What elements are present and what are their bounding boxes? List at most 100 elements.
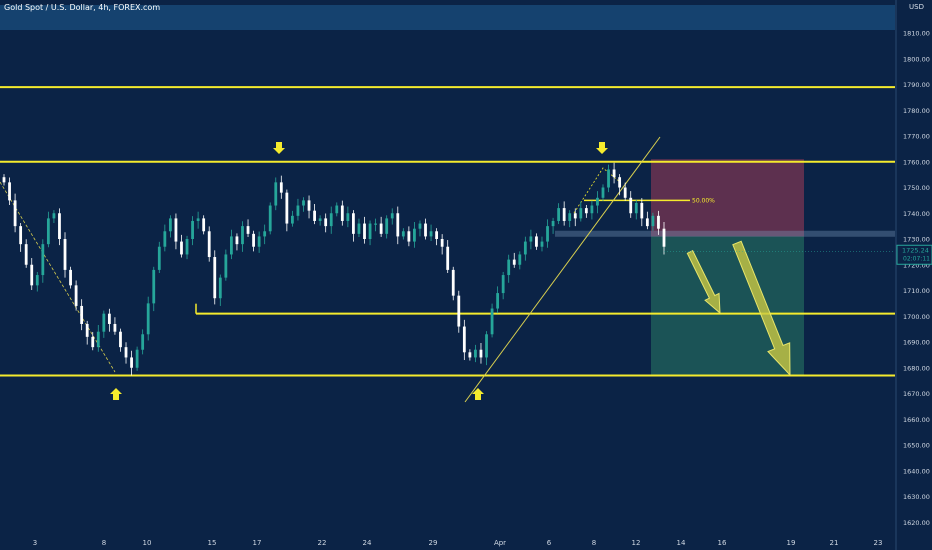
candle-body — [424, 223, 427, 237]
candle-body — [596, 197, 599, 206]
x-tick-label: 29 — [429, 539, 438, 547]
candle-body — [30, 264, 34, 286]
candle-body — [529, 236, 533, 242]
candle-body — [329, 213, 333, 227]
candle-body — [41, 244, 45, 276]
candle-body — [313, 210, 316, 221]
candle-body — [612, 169, 616, 178]
candle-body — [557, 208, 561, 221]
y-tick-label: 1790.00 — [903, 81, 930, 89]
y-tick-label: 1700.00 — [903, 313, 930, 321]
candle-body — [374, 223, 377, 225]
candle-body — [451, 269, 455, 296]
candle-body — [346, 213, 350, 221]
candle-body — [202, 218, 206, 232]
x-tick-label: Apr — [494, 539, 506, 547]
candle-body — [413, 228, 416, 242]
x-tick-label: 8 — [592, 539, 596, 547]
candle-body — [80, 305, 84, 324]
candle-body — [662, 228, 666, 247]
candle-body — [457, 295, 461, 327]
candle-body — [180, 241, 183, 255]
candle-body — [657, 215, 660, 229]
y-tick-label: 1690.00 — [903, 339, 930, 347]
candle-body — [102, 313, 106, 332]
candle-body — [63, 239, 67, 270]
y-tick-label: 1640.00 — [903, 467, 930, 475]
candle-body — [573, 213, 577, 219]
candle-body — [568, 213, 572, 221]
candle-body — [52, 213, 56, 219]
chart-title: Gold Spot / U.S. Dollar, 4h, FOREX.com — [4, 3, 161, 12]
y-tick-label: 1800.00 — [903, 55, 930, 63]
candle-body — [241, 226, 244, 245]
candle-body — [58, 213, 61, 239]
candle-body — [629, 197, 633, 214]
candle-body — [645, 218, 649, 227]
candle-body — [46, 218, 50, 245]
candle-body — [601, 187, 605, 198]
y-tick-label: 1660.00 — [903, 416, 930, 424]
candle-body — [291, 215, 294, 224]
candle-body — [8, 182, 11, 201]
candle-body — [174, 218, 178, 242]
candle-body — [274, 182, 278, 206]
x-tick-label: 3 — [33, 539, 37, 547]
x-tick-label: 24 — [363, 539, 372, 547]
candle-body — [518, 254, 522, 265]
candle-body — [607, 169, 610, 188]
y-tick-label: 1730.00 — [903, 236, 930, 244]
y-tick-label: 1710.00 — [903, 287, 930, 295]
x-tick-label: 17 — [253, 539, 262, 547]
candle-body — [579, 208, 583, 219]
candle-body — [130, 357, 133, 368]
candle-body — [302, 200, 305, 206]
candle-body — [352, 213, 355, 234]
candle-body — [91, 336, 95, 348]
candle-body — [96, 331, 100, 348]
candle-body — [651, 215, 655, 227]
price-tag-value: 1725.24 — [902, 246, 929, 254]
candle-body — [512, 259, 516, 265]
candle-body — [507, 259, 511, 276]
arrow-up-marker-icon — [472, 388, 484, 400]
candle-body — [540, 241, 544, 247]
candle-body — [590, 205, 594, 214]
x-tick-label: 12 — [632, 539, 641, 547]
top-band-zone — [0, 5, 895, 30]
candle-body — [229, 236, 233, 255]
x-tick-label: 19 — [787, 539, 796, 547]
candle-body — [191, 220, 194, 239]
candle-body — [69, 269, 72, 286]
projection-arrow-icon — [686, 250, 721, 315]
candle-body — [490, 308, 494, 335]
y-tick-label: 1750.00 — [903, 184, 930, 192]
candle-body — [390, 213, 394, 219]
candle-body — [324, 218, 328, 227]
candle-body — [135, 349, 139, 368]
candle-body — [24, 244, 28, 265]
candle-body — [85, 323, 89, 337]
candle-body — [124, 347, 128, 358]
candle-body — [318, 218, 322, 221]
x-tick-label: 14 — [677, 539, 686, 547]
candle-body — [401, 231, 405, 237]
candle-body — [163, 231, 167, 247]
candle-body — [296, 205, 300, 216]
y-tick-label: 1760.00 — [903, 158, 930, 166]
x-tick-label: 22 — [318, 539, 327, 547]
candle-body — [268, 205, 272, 232]
candle-body — [113, 323, 117, 332]
candle-body — [107, 313, 111, 324]
candle-body — [168, 218, 172, 232]
candle-body — [485, 334, 488, 358]
candle-body — [157, 246, 161, 270]
candle-body — [429, 231, 433, 237]
y-tick-label: 1670.00 — [903, 390, 930, 398]
candle-body — [634, 202, 638, 214]
candle-body — [74, 285, 78, 306]
candle-body — [307, 200, 311, 211]
currency-label[interactable]: USD — [909, 3, 924, 11]
